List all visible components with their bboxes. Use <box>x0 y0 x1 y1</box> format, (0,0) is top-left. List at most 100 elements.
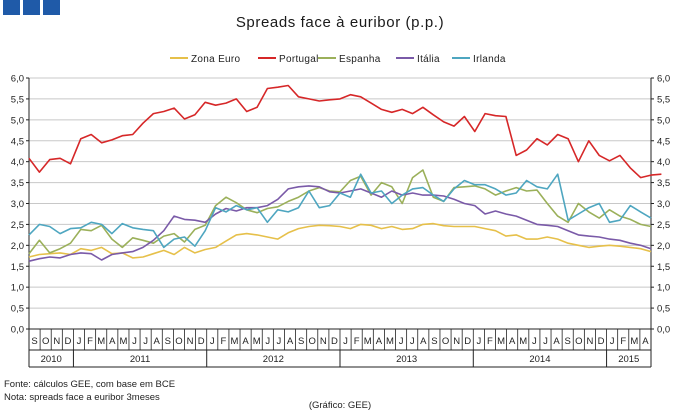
month-label: M <box>519 336 527 347</box>
y-tick-label: 1,0 <box>11 283 24 294</box>
month-label: A <box>553 336 560 347</box>
month-label: M <box>364 336 372 347</box>
month-label: O <box>42 336 49 347</box>
month-label: N <box>187 336 194 347</box>
chart-title: Spreads face à euribor (p.p.) <box>235 14 445 31</box>
month-label: S <box>165 336 171 347</box>
y-tick-label: 2,0 <box>11 241 24 252</box>
month-label: N <box>53 336 60 347</box>
month-label: F <box>354 336 360 347</box>
month-label: O <box>175 336 182 347</box>
month-label: A <box>154 336 161 347</box>
legend-label: Itália <box>417 54 440 65</box>
month-label: N <box>453 336 460 347</box>
month-label: J <box>532 336 537 347</box>
year-label: 2015 <box>618 354 639 365</box>
year-label: 2012 <box>263 354 284 365</box>
y-tick-label-right: 6,0 <box>657 74 670 85</box>
y-tick-label: 3,5 <box>11 178 24 189</box>
y-tick-label-right: 0,5 <box>657 304 670 315</box>
y-tick-label: 3,0 <box>11 199 24 210</box>
month-label: J <box>399 336 404 347</box>
year-label: 2014 <box>529 354 550 365</box>
year-label: 2013 <box>396 354 417 365</box>
year-label: 2010 <box>41 354 62 365</box>
y-tick-label-right: 3,0 <box>657 199 670 210</box>
month-label: D <box>598 336 605 347</box>
month-label: J <box>143 336 148 347</box>
month-label: A <box>109 336 116 347</box>
month-label: S <box>298 336 304 347</box>
y-tick-label-right: 1,0 <box>657 283 670 294</box>
month-label: F <box>87 336 93 347</box>
footnote: Nota: spreads face a euribor 3meses <box>4 392 160 403</box>
month-label: J <box>476 336 481 347</box>
month-label: N <box>320 336 327 347</box>
month-label: A <box>420 336 427 347</box>
month-label: A <box>376 336 383 347</box>
y-tick-label: 0,5 <box>11 304 24 315</box>
month-label: A <box>509 336 516 347</box>
month-label: D <box>198 336 205 347</box>
y-tick-label: 2,5 <box>11 220 24 231</box>
y-tick-label-right: 5,0 <box>657 115 670 126</box>
month-label: A <box>242 336 249 347</box>
y-tick-label-right: 3,5 <box>657 178 670 189</box>
y-tick-label-right: 4,5 <box>657 136 670 147</box>
month-label: M <box>253 336 261 347</box>
month-label: D <box>64 336 71 347</box>
series-line-espanha <box>28 169 652 255</box>
month-label: N <box>586 336 593 347</box>
series-line-irlanda <box>28 173 652 249</box>
month-label: O <box>309 336 316 347</box>
legend-label: Zona Euro <box>191 54 241 65</box>
y-tick-label: 4,0 <box>11 157 24 168</box>
y-tick-label: 1,5 <box>11 262 24 273</box>
brand-logo <box>3 0 60 15</box>
y-tick-label-right: 1,5 <box>657 262 670 273</box>
month-label: M <box>497 336 505 347</box>
legend-label: Espanha <box>339 54 381 65</box>
month-label: J <box>265 336 270 347</box>
month-label: J <box>210 336 215 347</box>
month-label: J <box>77 336 82 347</box>
y-tick-label-right: 4,0 <box>657 157 670 168</box>
logo-square <box>3 0 20 15</box>
month-label: O <box>442 336 449 347</box>
month-label: M <box>231 336 239 347</box>
y-tick-label: 5,5 <box>11 94 24 105</box>
month-label: J <box>610 336 615 347</box>
legend-label: Portugal <box>279 54 319 65</box>
y-tick-label: 6,0 <box>11 74 24 85</box>
month-label: F <box>220 336 226 347</box>
month-label: F <box>620 336 626 347</box>
month-label: J <box>543 336 548 347</box>
month-label: M <box>630 336 638 347</box>
month-label: J <box>132 336 137 347</box>
y-tick-label: 4,5 <box>11 136 24 147</box>
month-label: M <box>97 336 105 347</box>
month-label: S <box>565 336 571 347</box>
month-label: A <box>287 336 294 347</box>
month-label: O <box>575 336 582 347</box>
y-tick-label-right: 2,5 <box>657 220 670 231</box>
logo-square <box>23 0 40 15</box>
y-tick-label: 5,0 <box>11 115 24 126</box>
source-note: Fonte: cálculos GEE, com base em BCE <box>4 379 176 390</box>
month-label: J <box>410 336 415 347</box>
chart-credit: (Gráfico: GEE) <box>308 400 372 411</box>
y-tick-label: 0,0 <box>11 325 24 336</box>
month-label: S <box>31 336 37 347</box>
logo-square <box>43 0 60 15</box>
y-tick-label-right: 5,5 <box>657 94 670 105</box>
month-label: J <box>343 336 348 347</box>
month-label: A <box>642 336 649 347</box>
y-tick-label-right: 0,0 <box>657 325 670 336</box>
month-label: F <box>487 336 493 347</box>
series-line-zona-euro <box>28 222 652 259</box>
year-label: 2011 <box>130 354 150 365</box>
month-label: J <box>277 336 282 347</box>
month-label: D <box>464 336 471 347</box>
month-label: D <box>331 336 338 347</box>
